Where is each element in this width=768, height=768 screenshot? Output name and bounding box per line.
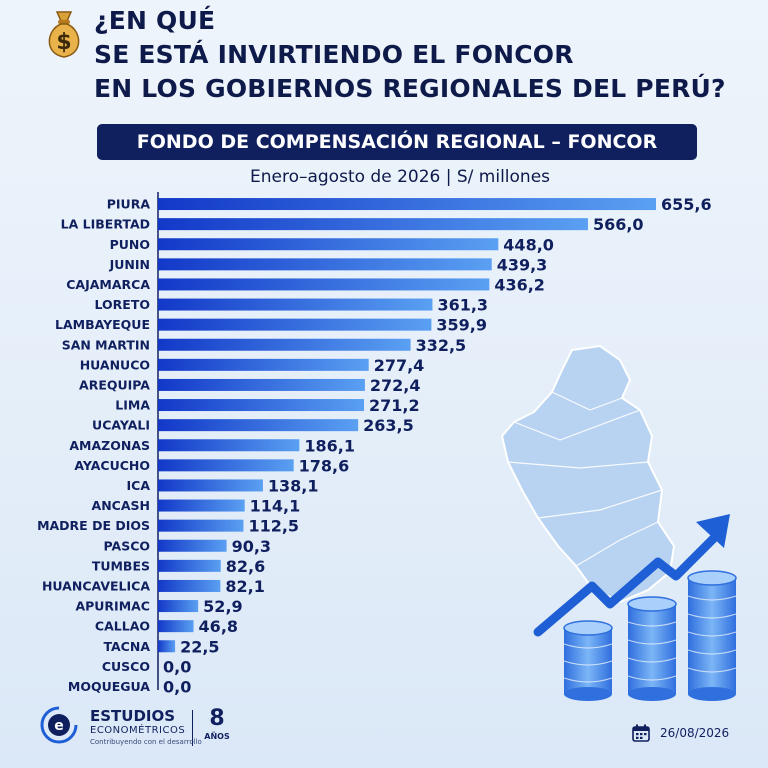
- category-label: CAJAMARCA: [66, 277, 150, 292]
- category-label: LORETO: [95, 297, 150, 312]
- value-label: 436,2: [494, 275, 545, 294]
- category-label: HUANUCO: [80, 357, 150, 372]
- category-label: AYACUCHO: [74, 458, 150, 473]
- value-label: 114,1: [250, 497, 301, 516]
- bar: [158, 198, 656, 211]
- value-label: 359,9: [436, 316, 487, 335]
- bar: [158, 499, 245, 512]
- title-line-1: ¿EN QUÉ: [94, 6, 216, 35]
- category-label: PUNO: [110, 237, 150, 252]
- anniversary-label: AÑOS: [204, 732, 230, 741]
- brand-name: ESTUDIOS: [90, 707, 176, 725]
- value-label: 448,0: [503, 235, 554, 254]
- fund-banner: FONDO DE COMPENSACIÓN REGIONAL – FONCOR: [97, 124, 697, 160]
- bar: [158, 519, 244, 532]
- title-line-2: SE ESTÁ INVIRTIENDO EL FONCOR: [94, 40, 574, 69]
- category-label: AREQUIPA: [79, 377, 150, 392]
- category-label: LA LIBERTAD: [61, 217, 150, 232]
- bar: [158, 579, 221, 592]
- bar: [158, 620, 194, 633]
- category-label: ICA: [127, 478, 151, 493]
- money-bag-icon: $: [48, 11, 80, 58]
- bar: [158, 358, 369, 371]
- coins-growth-icon: [533, 514, 737, 701]
- bar: [158, 298, 433, 311]
- value-label: 82,1: [225, 577, 264, 596]
- category-label: UCAYALI: [92, 418, 150, 433]
- category-label: APURIMAC: [75, 599, 150, 614]
- peru-map-icon: [500, 344, 676, 604]
- value-label: 361,3: [437, 296, 488, 315]
- value-label: 186,1: [304, 436, 355, 455]
- category-label: PIURA: [107, 197, 151, 212]
- value-label: 332,5: [416, 336, 467, 355]
- bar: [158, 238, 499, 251]
- category-label: PASCO: [104, 538, 151, 553]
- bar: [158, 338, 411, 351]
- category-label: AMAZONAS: [69, 438, 150, 453]
- bar: [158, 439, 300, 452]
- value-label: 90,3: [232, 537, 271, 556]
- publication-date: 26/08/2026: [660, 726, 730, 740]
- category-label: HUANCAVELICA: [42, 578, 150, 593]
- category-label: LAMBAYEQUE: [55, 317, 150, 332]
- category-label: MADRE DE DIOS: [37, 518, 150, 533]
- bar: [158, 640, 176, 653]
- category-label: JUNIN: [109, 257, 150, 272]
- brand-tagline: Contribuyendo con el desarrollo: [90, 738, 202, 746]
- value-label: 52,9: [203, 597, 242, 616]
- value-label: 178,6: [299, 456, 350, 475]
- category-label: SAN MARTIN: [62, 337, 150, 352]
- category-label: CALLAO: [95, 619, 150, 634]
- value-label: 138,1: [268, 476, 319, 495]
- value-label: 263,5: [363, 416, 414, 435]
- category-label: CUSCO: [102, 659, 150, 674]
- calendar-icon: [632, 724, 650, 742]
- bar: [158, 419, 359, 432]
- bar: [158, 399, 365, 412]
- brand-subname: ECONOMÉTRICOS: [90, 725, 186, 736]
- value-label: 271,2: [369, 396, 420, 415]
- anniversary-badge: 8 AÑOS: [200, 706, 234, 742]
- value-label: 82,6: [226, 557, 265, 576]
- value-label: 0,0: [163, 677, 191, 696]
- value-label: 272,4: [370, 376, 421, 395]
- bar: [158, 600, 199, 613]
- bar: [158, 218, 588, 231]
- category-label: TUMBES: [92, 558, 150, 573]
- value-label: 655,6: [661, 195, 712, 214]
- category-label: LIMA: [115, 398, 150, 413]
- category-label: TACNA: [103, 639, 150, 654]
- bar: [158, 459, 294, 472]
- anniversary-number: 8: [209, 706, 225, 731]
- value-label: 566,0: [593, 215, 644, 234]
- bar: [158, 318, 432, 331]
- page-title: ¿EN QUÉ SE ESTÁ INVIRTIENDO EL FONCOR EN…: [94, 4, 744, 106]
- value-label: 277,4: [374, 356, 425, 375]
- bar: [158, 559, 221, 572]
- category-label: MOQUEGUA: [68, 679, 150, 694]
- estudios-econometricos-logo-icon: e: [40, 706, 78, 744]
- value-label: 439,3: [497, 255, 548, 274]
- bar: [158, 278, 490, 291]
- chart-subtitle: Enero–agosto de 2026 | S/ millones: [249, 167, 551, 187]
- title-line-3: EN LOS GOBIERNOS REGIONALES DEL PERÚ?: [94, 74, 726, 103]
- svg-text:$: $: [56, 30, 71, 55]
- value-label: 0,0: [163, 657, 191, 676]
- brand-divider: [192, 710, 193, 746]
- category-label: ANCASH: [92, 498, 150, 513]
- brand-block: ESTUDIOS ECONOMÉTRICOS Contribuyendo con…: [90, 707, 202, 747]
- bar: [158, 378, 365, 391]
- bar: [158, 258, 492, 271]
- banner-text: FONDO DE COMPENSACIÓN REGIONAL – FONCOR: [136, 131, 658, 153]
- value-label: 22,5: [180, 637, 219, 656]
- svg-text:e: e: [54, 718, 64, 734]
- foncor-bar-chart: PIURA 655,6 LA LIBERTAD 566,0 PUNO 448,0 JUNIN…: [37, 192, 712, 696]
- value-label: 112,5: [248, 517, 299, 536]
- bar: [158, 539, 227, 552]
- bar: [158, 479, 263, 492]
- value-label: 46,8: [199, 617, 238, 636]
